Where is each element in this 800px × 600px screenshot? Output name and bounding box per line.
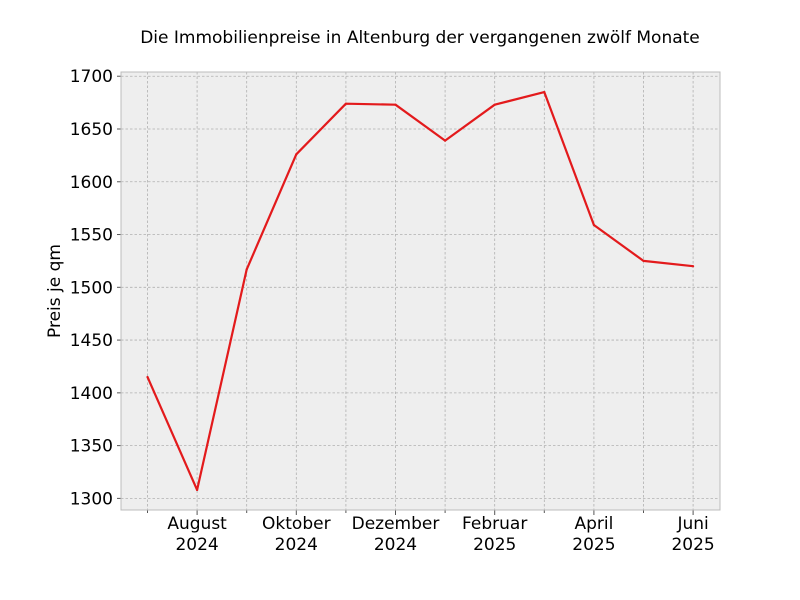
x-tick-label: April 2025: [572, 514, 615, 555]
y-axis-tick-labels: 1300 1350 1400 1450 1500 1550 1600 1650 1700: [70, 67, 113, 509]
data-point: [543, 90, 546, 94]
x-tick-label: Oktober 2024: [262, 514, 331, 555]
data-point: [146, 375, 149, 379]
series-line: [146, 90, 694, 491]
y-tick-label: 1300: [70, 489, 113, 509]
data-point: [493, 103, 496, 106]
x-axis-tick-labels: August 2024 Oktober 2024 Dezember 2024 Februar…: [167, 514, 714, 555]
data-point: [592, 223, 596, 227]
data-point: [444, 139, 447, 142]
x-tick-label: Dezember 2024: [352, 514, 440, 555]
data-point: [344, 102, 347, 105]
y-tick-label: 1450: [70, 331, 113, 351]
data-point: [642, 259, 645, 263]
y-tick-label: 1550: [70, 226, 113, 246]
plot-frame: [120, 71, 721, 511]
y-tick-label: 1600: [70, 173, 113, 193]
data-point: [394, 103, 397, 106]
plot-area: [121, 72, 720, 510]
data-point: [692, 265, 695, 268]
y-axis-label: Preis je qm: [45, 244, 65, 338]
y-tick-label: 1650: [70, 120, 113, 140]
data-point: [295, 153, 298, 156]
y-tick-label: 1350: [70, 437, 113, 457]
y-tick-label: 1500: [70, 278, 113, 298]
x-tick-label: August 2024: [167, 514, 227, 555]
y-tick-label: 1700: [70, 67, 113, 87]
data-point: [245, 268, 248, 271]
x-tick-label: Juni 2025: [671, 514, 714, 555]
chart-title: Die Immobilienpreise in Altenburg der ve…: [140, 28, 700, 48]
data-point: [196, 488, 199, 492]
series-group: [146, 90, 695, 492]
grid-lines: [121, 72, 720, 510]
y-tick-label: 1400: [70, 384, 113, 404]
x-tick-label: Februar 2025: [462, 514, 527, 555]
